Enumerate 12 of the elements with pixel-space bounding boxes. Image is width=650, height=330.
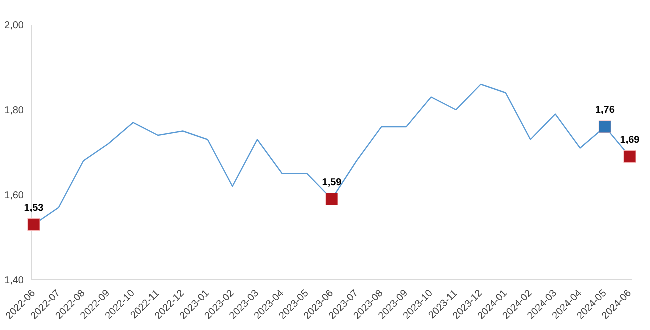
point: [28, 218, 40, 231]
y-tick-label: 1,80: [4, 106, 24, 117]
y-tick-label: 2,00: [4, 20, 24, 32]
y-tick-label: 1,60: [4, 190, 24, 202]
data-label: 1,53: [24, 202, 44, 214]
point: [326, 193, 338, 206]
point: [598, 120, 612, 134]
y-tick-label: 1,40: [4, 276, 24, 287]
data-label: 1,59: [322, 177, 342, 188]
data-label: 1,76: [595, 105, 616, 116]
point: [624, 150, 636, 163]
data-label: 1,69: [620, 134, 640, 146]
